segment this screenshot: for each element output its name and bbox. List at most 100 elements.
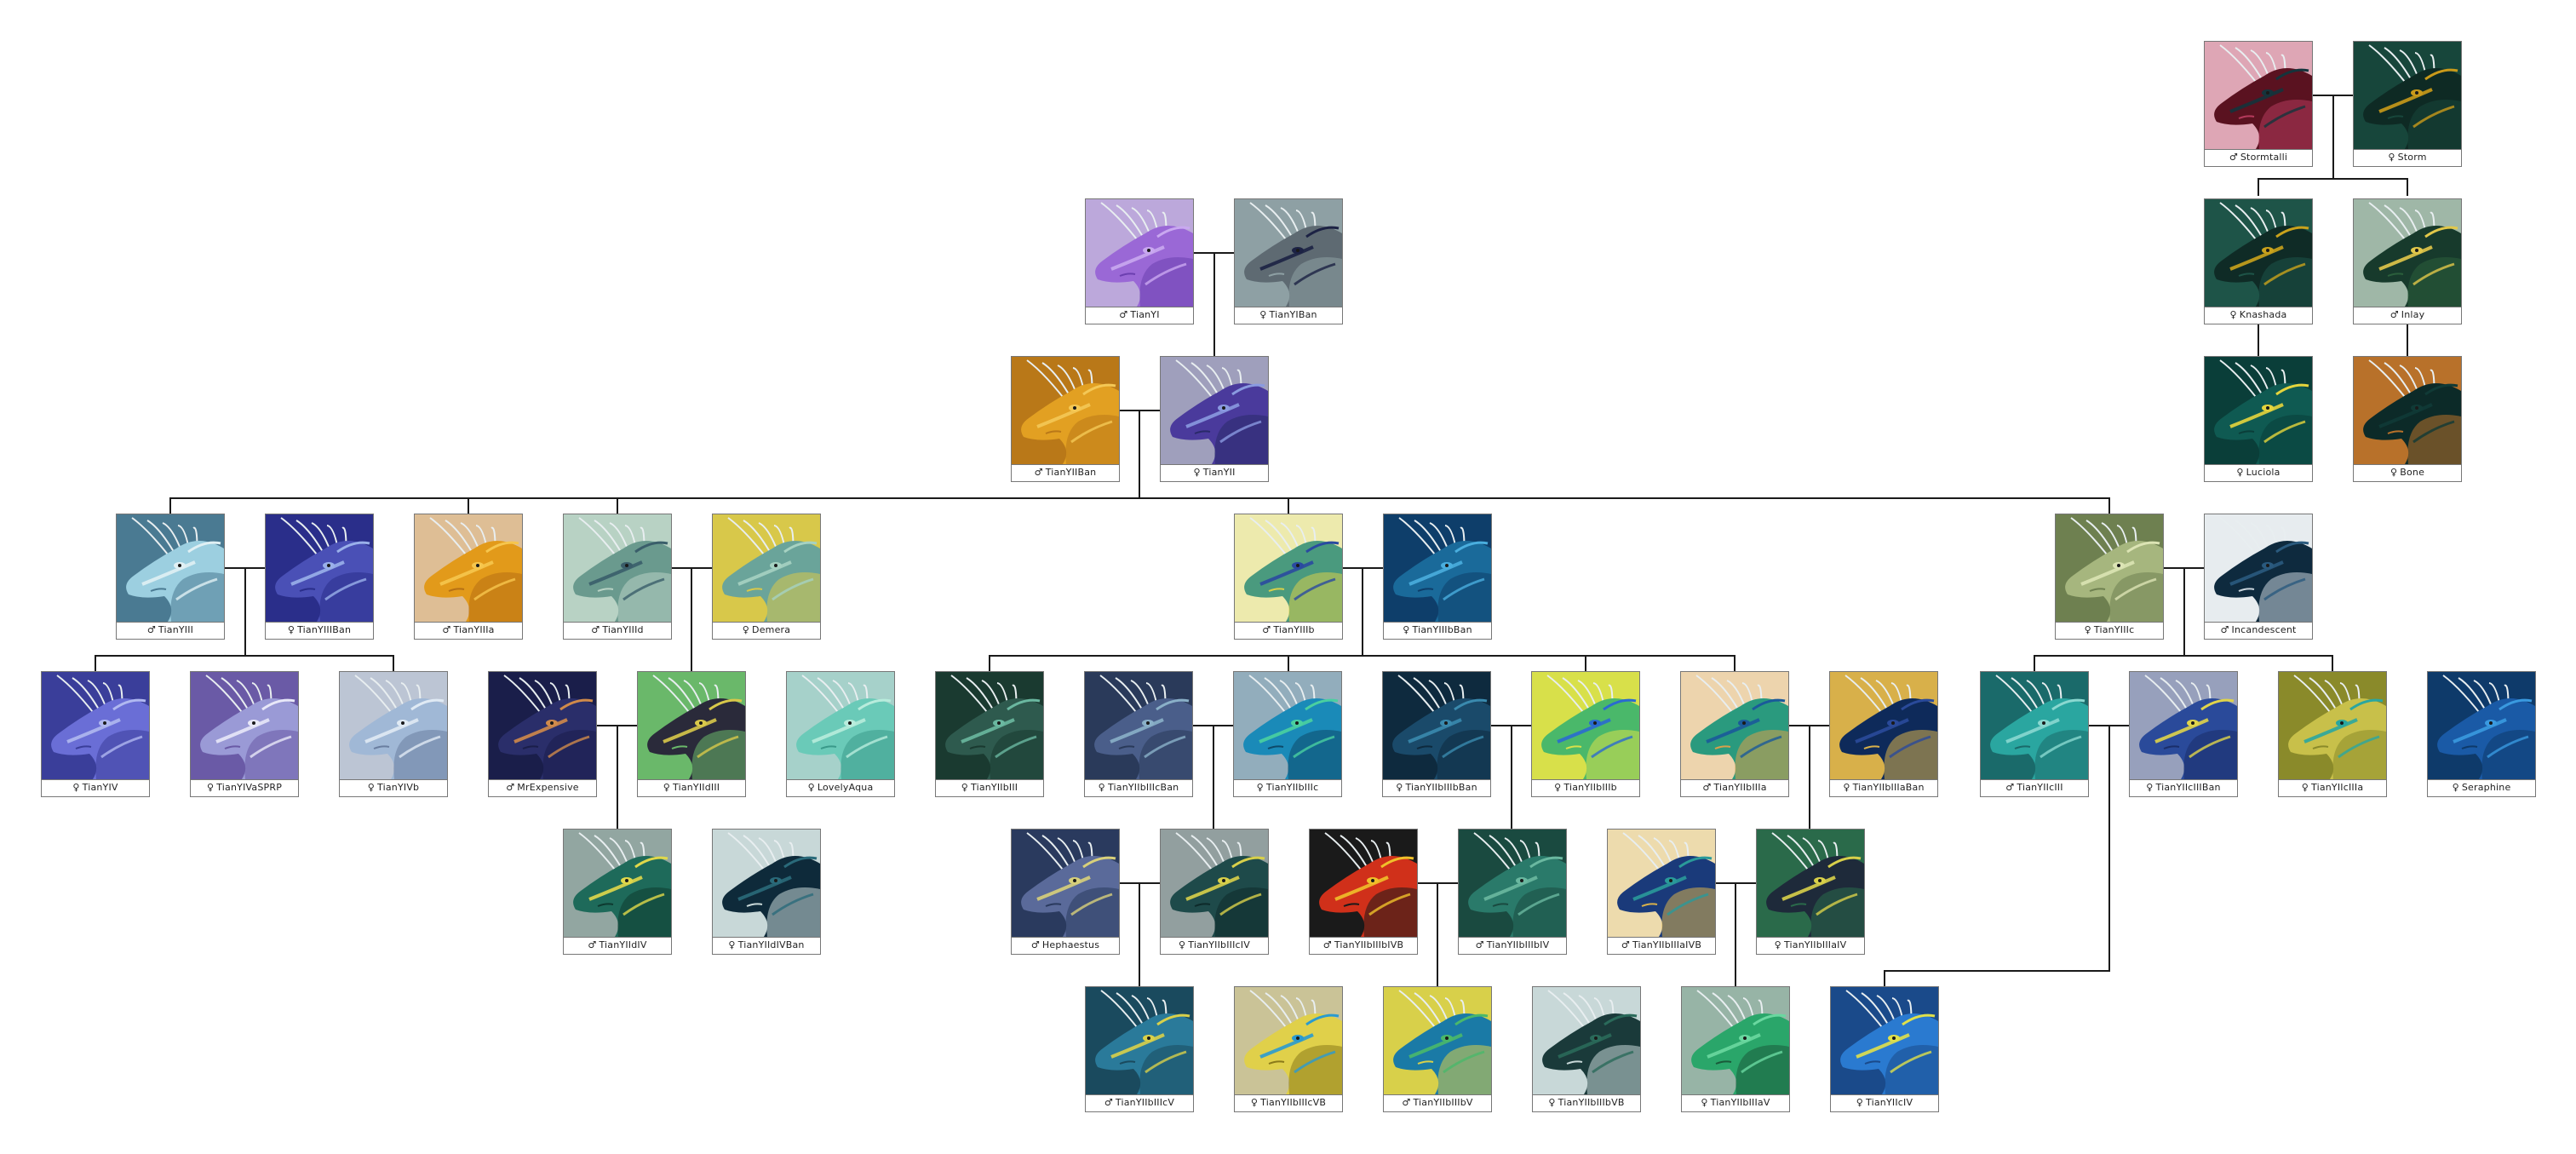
dragon-name-label[interactable]: ♀ Knashada (2205, 307, 2312, 324)
dragon-card-storm[interactable]: ♀ Storm (2353, 41, 2462, 167)
dragon-card-tianyiibiiibiv[interactable]: ♂ TianYIIbIIIbIV (1458, 829, 1567, 955)
dragon-name-label[interactable]: ♀ Demera (713, 622, 820, 639)
dragon-portrait[interactable] (266, 514, 373, 622)
dragon-card-tianyiibiiicvb[interactable]: ♀ TianYIIbIIIcVB (1234, 986, 1343, 1112)
dragon-portrait[interactable] (2056, 514, 2163, 622)
dragon-portrait[interactable] (564, 514, 671, 622)
dragon-card-seraphine[interactable]: ♀ Seraphine (2427, 671, 2536, 797)
dragon-portrait[interactable] (564, 830, 671, 937)
dragon-name-label[interactable]: ♀ TianYIVb (340, 779, 447, 796)
dragon-portrait[interactable] (1533, 987, 1640, 1094)
dragon-name-label[interactable]: ♂ TianYIIBan (1012, 464, 1119, 481)
dragon-name-label[interactable]: ♀ TianYIVaSPRP (191, 779, 298, 796)
dragon-card-tianyiiciiia[interactable]: ♀ TianYIIcIIIa (2278, 671, 2387, 797)
dragon-card-tianyiiban[interactable]: ♂ TianYIIBan (1011, 356, 1120, 482)
dragon-card-tianyiiic[interactable]: ♀ TianYIIIc (2055, 514, 2164, 640)
dragon-name-label[interactable]: ♂ Stormtalli (2205, 149, 2312, 166)
dragon-name-label[interactable]: ♂ Incandescent (2205, 622, 2312, 639)
dragon-card-mrexpensive[interactable]: ♂ MrExpensive (488, 671, 597, 797)
dragon-portrait[interactable] (1235, 987, 1342, 1094)
dragon-card-tianyiibiiiav[interactable]: ♀ TianYIIbIIIaV (1681, 986, 1790, 1112)
dragon-card-tianyiiibban[interactable]: ♀ TianYIIIbBan (1383, 514, 1492, 640)
dragon-card-tianyii[interactable]: ♀ TianYII (1160, 356, 1269, 482)
dragon-name-label[interactable]: ♂ TianYIIId (564, 622, 671, 639)
dragon-portrait[interactable] (2354, 357, 2461, 464)
dragon-name-label[interactable]: ♀ TianYIIbIIIcVB (1235, 1094, 1342, 1111)
dragon-card-tianyiibiiicban[interactable]: ♀ TianYIIbIIIcBan (1084, 671, 1193, 797)
dragon-portrait[interactable] (2428, 672, 2535, 779)
dragon-name-label[interactable]: ♀ TianYIIbIIIcIV (1161, 937, 1268, 954)
dragon-name-label[interactable]: ♀ TianYII (1161, 464, 1268, 481)
dragon-portrait[interactable] (1682, 987, 1789, 1094)
dragon-name-label[interactable]: ♀ TianYIIbIIIc (1234, 779, 1341, 796)
dragon-card-tianyiibiiiaivb[interactable]: ♂ TianYIIbIIIaIVB (1607, 829, 1716, 955)
dragon-portrait[interactable] (1830, 672, 1937, 779)
dragon-portrait[interactable] (2354, 199, 2461, 307)
dragon-name-label[interactable]: ♂ TianYI (1086, 307, 1193, 324)
dragon-card-tianyiibiiia[interactable]: ♂ TianYIIbIIIa (1680, 671, 1789, 797)
dragon-portrait[interactable] (936, 672, 1043, 779)
dragon-portrait[interactable] (1608, 830, 1715, 937)
dragon-card-bone[interactable]: ♀ Bone (2353, 356, 2462, 482)
dragon-name-label[interactable]: ♀ TianYIIbIIIaBan (1830, 779, 1937, 796)
dragon-card-tianyiiciv[interactable]: ♀ TianYIIcIV (1830, 986, 1939, 1112)
dragon-portrait[interactable] (42, 672, 149, 779)
dragon-name-label[interactable]: ♀ Luciola (2205, 464, 2312, 481)
dragon-name-label[interactable]: ♀ TianYIIdIVBan (713, 937, 820, 954)
dragon-card-tianyiv[interactable]: ♀ TianYIV (41, 671, 150, 797)
dragon-portrait[interactable] (415, 514, 522, 622)
dragon-portrait[interactable] (1086, 199, 1193, 307)
dragon-card-tianyiidiv[interactable]: ♂ TianYIIdIV (563, 829, 672, 955)
dragon-portrait[interactable] (2130, 672, 2237, 779)
dragon-portrait[interactable] (2354, 42, 2461, 149)
dragon-name-label[interactable]: ♀ Bone (2354, 464, 2461, 481)
dragon-portrait[interactable] (1235, 199, 1342, 307)
dragon-portrait[interactable] (2205, 357, 2312, 464)
dragon-portrait[interactable] (1981, 672, 2088, 779)
dragon-name-label[interactable]: ♀ TianYIIIc (2056, 622, 2163, 639)
dragon-name-label[interactable]: ♂ TianYIIbIIIaIVB (1608, 937, 1715, 954)
dragon-name-label[interactable]: ♀ TianYIIbIIIcBan (1085, 779, 1192, 796)
dragon-name-label[interactable]: ♂ TianYIIIa (415, 622, 522, 639)
dragon-portrait[interactable] (1757, 830, 1864, 937)
dragon-card-tianyi[interactable]: ♂ TianYI (1085, 198, 1194, 324)
dragon-card-tianyiibiiic[interactable]: ♀ TianYIIbIIIc (1233, 671, 1342, 797)
dragon-card-tianyiibiiibv[interactable]: ♂ TianYIIbIIIbV (1383, 986, 1492, 1112)
dragon-name-label[interactable]: ♀ TianYIIcIV (1831, 1094, 1938, 1111)
dragon-card-tianyiibiiiaiv[interactable]: ♀ TianYIIbIIIaIV (1756, 829, 1865, 955)
dragon-card-tianyivb[interactable]: ♀ TianYIVb (339, 671, 448, 797)
dragon-card-tianyiibiiicv[interactable]: ♂ TianYIIbIIIcV (1085, 986, 1194, 1112)
dragon-name-label[interactable]: ♀ TianYIIIbBan (1384, 622, 1491, 639)
dragon-card-tianyiidiii[interactable]: ♀ TianYIIdIII (637, 671, 746, 797)
dragon-card-tianyiibiiiciv[interactable]: ♀ TianYIIbIIIcIV (1160, 829, 1269, 955)
dragon-name-label[interactable]: ♂ TianYIIdIV (564, 937, 671, 954)
dragon-portrait[interactable] (2205, 42, 2312, 149)
dragon-portrait[interactable] (1532, 672, 1639, 779)
dragon-portrait[interactable] (1086, 987, 1193, 1094)
dragon-name-label[interactable]: ♂ TianYIII (117, 622, 224, 639)
dragon-card-inlay[interactable]: ♂ Inlay (2353, 198, 2462, 324)
dragon-card-tianyiidivban[interactable]: ♀ TianYIIdIVBan (712, 829, 821, 955)
dragon-card-tianyiibiii[interactable]: ♀ TianYIIbIII (935, 671, 1044, 797)
dragon-portrait[interactable] (1310, 830, 1417, 937)
dragon-card-tianyivasprp[interactable]: ♀ TianYIVaSPRP (190, 671, 299, 797)
dragon-portrait[interactable] (713, 514, 820, 622)
dragon-name-label[interactable]: ♀ TianYIIbIIIbVB (1533, 1094, 1640, 1111)
dragon-card-incandescent[interactable]: ♂ Incandescent (2204, 514, 2313, 640)
dragon-portrait[interactable] (1384, 514, 1491, 622)
dragon-portrait[interactable] (1384, 987, 1491, 1094)
dragon-portrait[interactable] (787, 672, 894, 779)
dragon-portrait[interactable] (2279, 672, 2386, 779)
dragon-name-label[interactable]: ♀ TianYIBan (1235, 307, 1342, 324)
dragon-portrait[interactable] (1459, 830, 1566, 937)
dragon-name-label[interactable]: ♂ TianYIIIb (1235, 622, 1342, 639)
dragon-portrait[interactable] (340, 672, 447, 779)
dragon-card-tianyiibiiiaban[interactable]: ♀ TianYIIbIIIaBan (1829, 671, 1938, 797)
dragon-card-luciola[interactable]: ♀ Luciola (2204, 356, 2313, 482)
dragon-portrait[interactable] (1234, 672, 1341, 779)
dragon-card-tianyiiciiiban[interactable]: ♀ TianYIIcIIIBan (2129, 671, 2238, 797)
dragon-name-label[interactable]: ♀ TianYIIbIIIaV (1682, 1094, 1789, 1111)
dragon-card-tianyiban[interactable]: ♀ TianYIBan (1234, 198, 1343, 324)
dragon-card-lovelyaqua[interactable]: ♀ LovelyAqua (786, 671, 895, 797)
dragon-portrait[interactable] (1161, 830, 1268, 937)
